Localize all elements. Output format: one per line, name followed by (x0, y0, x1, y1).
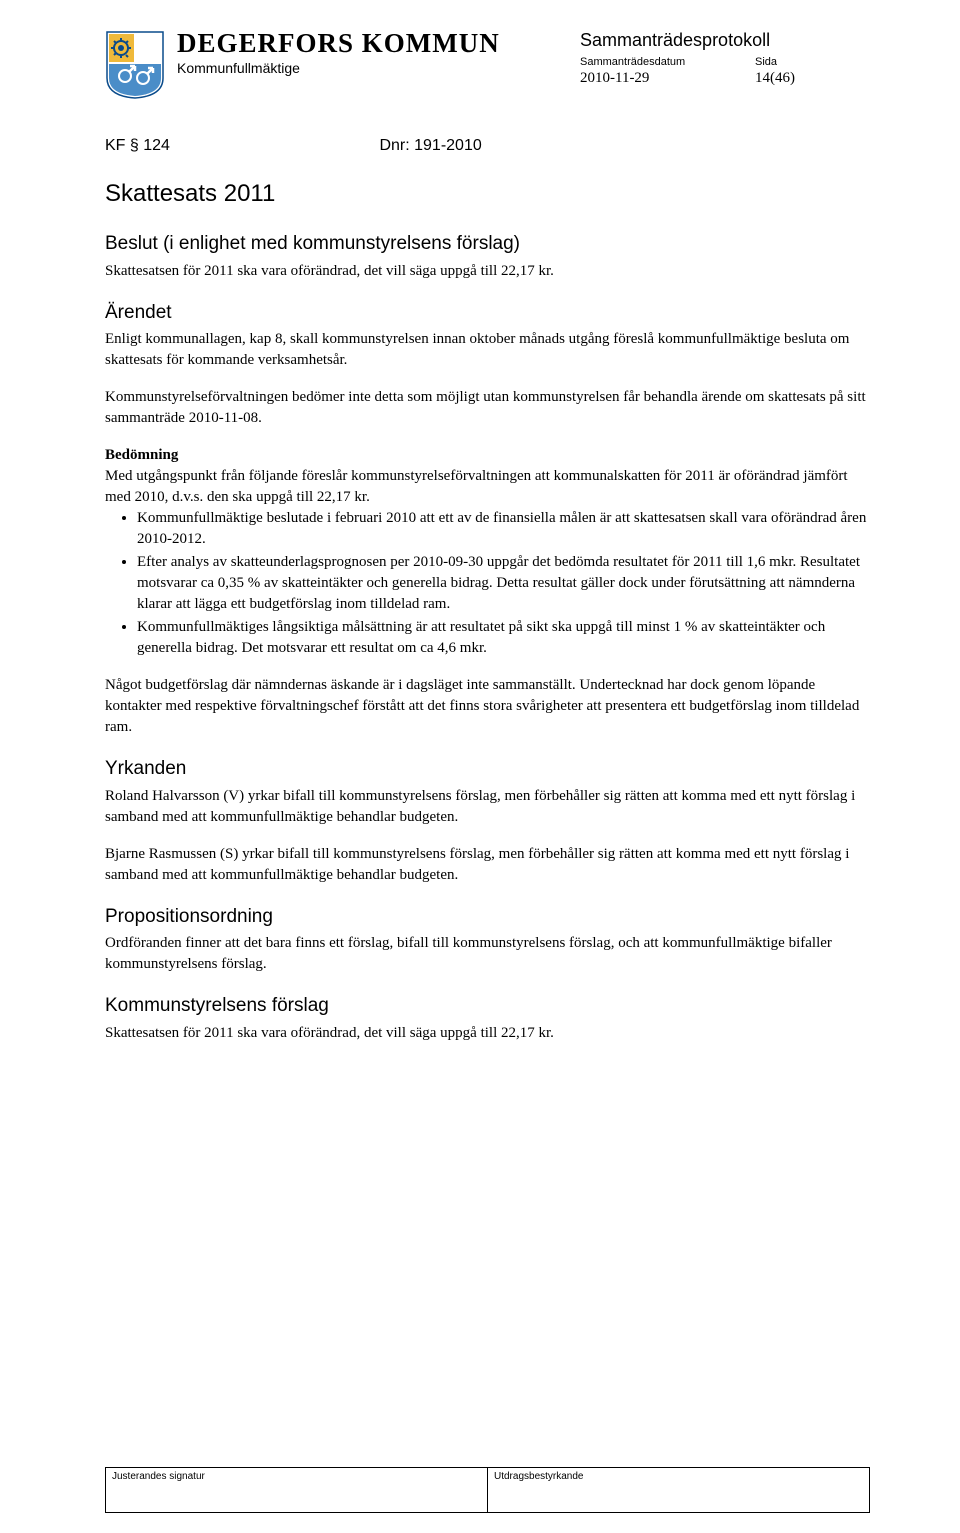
yrkanden-p2: Bjarne Rasmussen (S) yrkar bifall till k… (105, 844, 870, 886)
footer-left: Justerandes signatur (106, 1468, 488, 1513)
forslag-heading: Kommunstyrelsens förslag (105, 993, 870, 1020)
kf-label: KF § 124 (105, 135, 375, 157)
yrkanden-p1: Roland Halvarsson (V) yrkar bifall till … (105, 786, 870, 828)
arendet-p2: Kommunstyrelseförvaltningen bedömer inte… (105, 387, 870, 429)
proposition-heading: Propositionsordning (105, 904, 870, 931)
date-label: Sammanträdesdatum (580, 56, 755, 68)
kf-dnr: Dnr: 191-2010 (379, 137, 481, 154)
date-value: 2010-11-29 (580, 70, 755, 87)
arendet-p1: Enligt kommunallagen, kap 8, skall kommu… (105, 329, 870, 371)
document-footer: Justerandes signatur Utdragsbestyrkande (105, 1467, 870, 1513)
footer-table: Justerandes signatur Utdragsbestyrkande (105, 1467, 870, 1513)
bedomning-intro: Med utgångspunkt från följande föreslår … (105, 466, 870, 508)
bedomning-list: Kommunfullmäktige beslutade i februari 2… (137, 508, 870, 659)
logo-section: DEGERFORS KOMMUN Kommunfullmäktige (105, 30, 580, 100)
kf-line: KF § 124 Dnr: 191-2010 (105, 135, 870, 157)
header-right: Sammanträdesprotokoll Sammanträdesdatum … (580, 30, 870, 87)
main-title: Skattesats 2011 (105, 177, 870, 211)
document-content: KF § 124 Dnr: 191-2010 Skattesats 2011 B… (105, 135, 870, 1044)
kommun-logo-icon (105, 30, 165, 100)
beslut-text: Skattesatsen för 2011 ska vara oförändra… (105, 261, 870, 282)
proposition-text: Ordföranden finner att det bara finns et… (105, 933, 870, 975)
document-header: DEGERFORS KOMMUN Kommunfullmäktige Samma… (105, 30, 870, 100)
forslag-text: Skattesatsen för 2011 ska vara oförändra… (105, 1023, 870, 1044)
protokoll-title: Sammanträdesprotokoll (580, 30, 870, 51)
header-values: 2010-11-29 14(46) (580, 70, 870, 87)
list-item: Efter analys av skatteunderlagsprognosen… (137, 552, 870, 615)
arendet-heading: Ärendet (105, 300, 870, 327)
yrkanden-heading: Yrkanden (105, 756, 870, 783)
logo-text: DEGERFORS KOMMUN Kommunfullmäktige (177, 30, 500, 76)
sida-label: Sida (755, 56, 777, 68)
bedomning-heading: Bedömning (105, 445, 870, 466)
page-value: 14(46) (755, 70, 795, 87)
kommun-name: DEGERFORS KOMMUN (177, 30, 500, 57)
list-item: Kommunfullmäktige beslutade i februari 2… (137, 508, 870, 550)
footer-right: Utdragsbestyrkande (488, 1468, 870, 1513)
kommun-sub: Kommunfullmäktige (177, 60, 500, 76)
beslut-heading: Beslut (i enlighet med kommunstyrelsens … (105, 231, 870, 258)
header-labels: Sammanträdesdatum Sida (580, 56, 870, 68)
bedomning-after: Något budgetförslag där nämndernas äskan… (105, 675, 870, 738)
list-item: Kommunfullmäktiges långsiktiga målsättni… (137, 617, 870, 659)
